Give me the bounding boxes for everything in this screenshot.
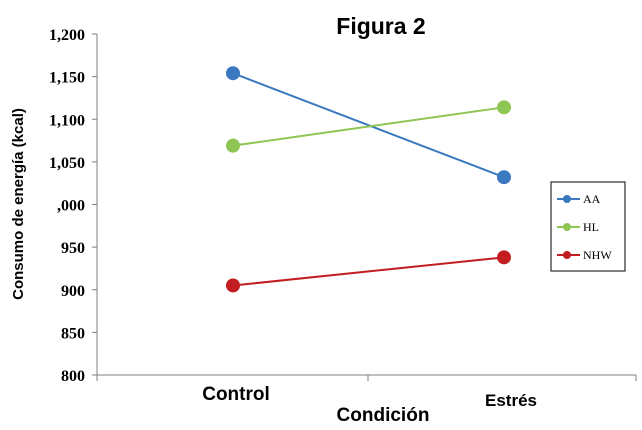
y-tick-label: 1,200 [49,27,85,44]
series-group [226,66,511,293]
legend-label-hl: HL [583,220,599,234]
data-point-aa [497,170,511,185]
x-ticks: Control Estrés [96,375,637,410]
legend-marker-nhw [563,251,571,259]
series-line-hl [232,106,505,147]
y-ticks: 800 850 900 950 ,000 1,050 1,100 1,150 1,200 [49,27,97,385]
x-tick-label: Control [202,384,270,405]
y-tick-label: ,000 [57,198,85,215]
legend-label-aa: AA [583,192,601,206]
data-point-aa [226,66,240,81]
x-tick-label: Estrés [485,391,537,410]
legend: AA HL NHW [550,181,626,272]
y-tick-label: 850 [61,325,85,342]
y-tick-label: 900 [61,283,85,300]
y-tick-label: 1,050 [49,155,85,172]
x-axis-label: Condición [337,405,430,426]
data-point-hl [497,100,511,115]
legend-marker-aa [563,195,571,203]
y-tick-label: 950 [61,240,85,257]
y-axis-label: Consumo de energía (kcal) [10,108,27,300]
legend-label-nhw: NHW [583,248,612,262]
data-point-nhw [226,278,240,293]
y-tick-label: 1,100 [49,112,85,129]
data-point-nhw [497,250,511,265]
series-line-nhw [232,256,505,287]
chart-title: Figura 2 [336,13,425,39]
y-tick-label: 800 [61,368,85,385]
legend-marker-hl [563,223,571,231]
series-line-aa [232,72,505,179]
y-tick-label: 1,150 [49,70,85,87]
data-point-hl [226,138,240,153]
